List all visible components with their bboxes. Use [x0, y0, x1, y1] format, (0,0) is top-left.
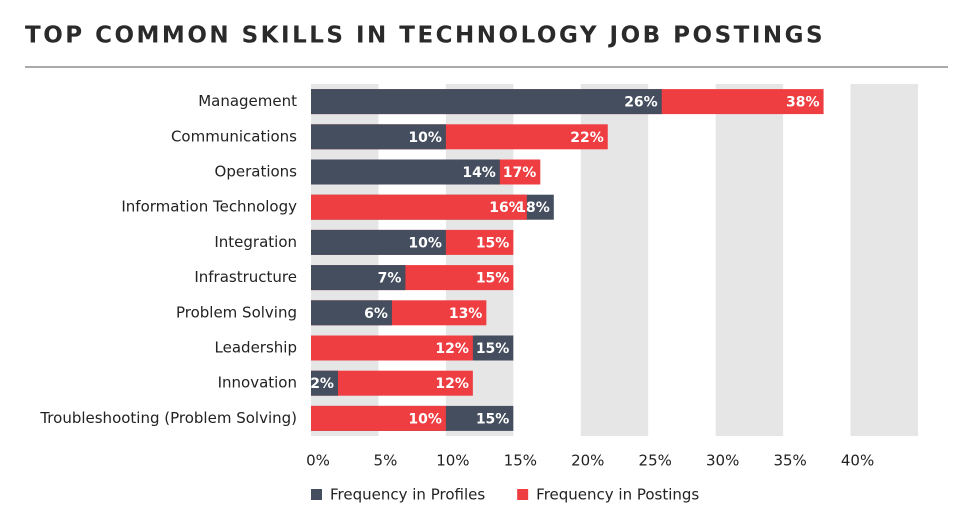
bar	[311, 300, 392, 326]
value-label: 7%	[378, 271, 402, 287]
value-label: 38%	[786, 95, 820, 111]
value-label: 10%	[408, 235, 442, 251]
value-label: 15%	[476, 235, 510, 251]
y-tick-label: Leadership	[215, 339, 297, 357]
x-tick-label: 10%	[436, 452, 469, 470]
y-tick-label: Innovation	[218, 374, 297, 392]
value-label: 15%	[476, 411, 510, 427]
bar	[311, 159, 500, 185]
y-tick-label: Troubleshooting (Problem Solving)	[39, 409, 297, 427]
value-label: 10%	[408, 411, 442, 427]
value-label: 15%	[476, 341, 510, 357]
x-tick-label: 40%	[841, 452, 874, 470]
value-label: 22%	[570, 130, 604, 146]
grid-band	[850, 84, 918, 436]
bar	[311, 124, 446, 150]
value-label: 16%	[489, 200, 523, 216]
x-tick-label: 35%	[773, 452, 806, 470]
legend-label: Frequency in Postings	[536, 486, 699, 504]
x-tick-label: 5%	[374, 452, 398, 470]
bar	[311, 89, 662, 115]
value-label: 15%	[476, 271, 510, 287]
y-tick-label: Communications	[171, 127, 297, 145]
value-label: 17%	[503, 165, 537, 181]
y-tick-label: Infrastructure	[194, 268, 297, 286]
bar	[311, 194, 527, 220]
value-label: 13%	[449, 306, 483, 322]
value-label: 2%	[310, 376, 334, 392]
value-label: 12%	[435, 341, 469, 357]
x-tick-label: 20%	[571, 452, 604, 470]
x-tick-label: 0%	[306, 452, 330, 470]
bar	[311, 335, 473, 361]
legend-swatch	[517, 489, 529, 500]
value-label: 10%	[408, 130, 442, 146]
value-label: 26%	[624, 95, 658, 111]
y-tick-label: Operations	[215, 163, 298, 181]
bar	[311, 229, 446, 255]
y-tick-label: Information Technology	[121, 198, 297, 216]
value-label: 12%	[435, 376, 469, 392]
chart-title: TOP COMMON SKILLS IN TECHNOLOGY JOB POST…	[25, 23, 825, 49]
legend-label: Frequency in Profiles	[330, 486, 485, 504]
value-label: 6%	[364, 306, 388, 322]
bar	[311, 405, 446, 431]
x-tick-label: 30%	[706, 452, 739, 470]
y-tick-label: Management	[198, 92, 297, 110]
bar	[311, 370, 338, 396]
value-label: 14%	[462, 165, 496, 181]
x-tick-label: 15%	[504, 452, 537, 470]
bar	[311, 265, 406, 291]
y-tick-label: Integration	[214, 233, 297, 251]
y-tick-label: Problem Solving	[176, 303, 297, 321]
grid-band	[715, 84, 784, 436]
legend-swatch	[311, 489, 322, 500]
x-tick-label: 25%	[639, 452, 672, 470]
value-label: 18%	[516, 200, 550, 216]
